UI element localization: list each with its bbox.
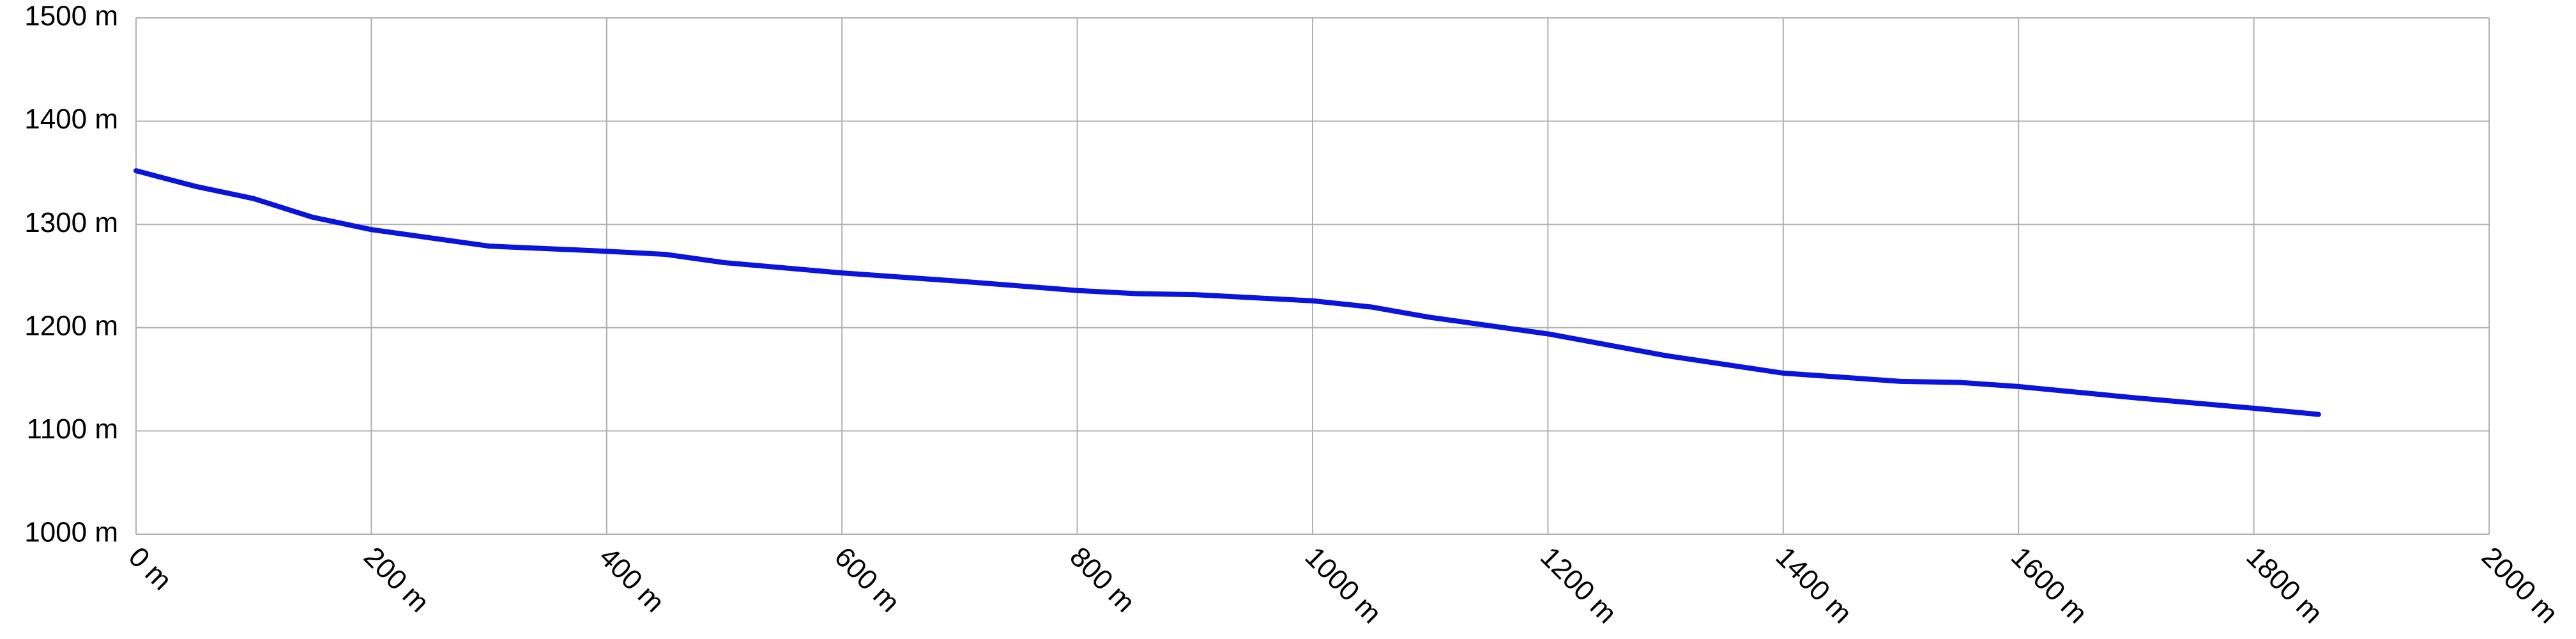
x-tick-label: 800 m (1063, 541, 1141, 619)
y-tick-label: 1000 m (24, 517, 118, 548)
x-tick-label: 1400 m (1770, 541, 1858, 629)
y-tick-label: 1100 m (27, 413, 119, 445)
x-tick-label: 600 m (828, 541, 906, 619)
elevation-line (133, 168, 2321, 417)
x-tick-label: 0 m (123, 541, 178, 597)
y-tick-label: 1400 m (24, 104, 118, 135)
x-tick-label: 2000 m (2476, 541, 2564, 629)
y-tick-label: 1500 m (24, 1, 118, 32)
x-tick-label: 1800 m (2240, 541, 2328, 629)
x-tick-label: 200 m (358, 541, 435, 619)
x-tick-label: 1600 m (2005, 541, 2093, 629)
y-tick-label: 1200 m (24, 310, 118, 341)
x-tick-label: 1200 m (1534, 541, 1622, 629)
x-tick-label: 1000 m (1299, 541, 1387, 629)
y-tick-label: 1300 m (24, 207, 118, 238)
x-tick-label: 400 m (593, 541, 671, 619)
